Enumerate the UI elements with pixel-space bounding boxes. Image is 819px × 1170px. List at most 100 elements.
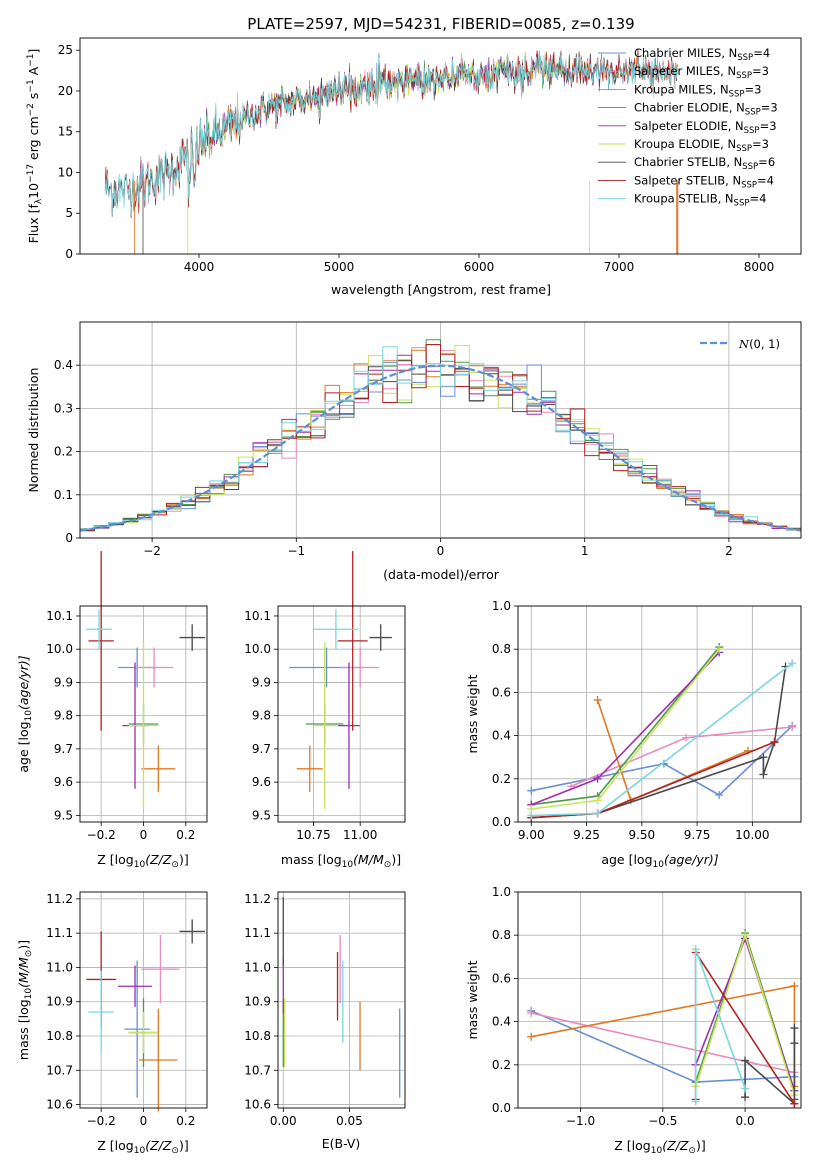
legend-entry-salpeter-miles: Salpeter MILES, NSSP=3 (634, 64, 769, 81)
residuals-legend-label: N(0, 1) (738, 337, 780, 351)
weight-z-xtick-label: −1.0 (566, 1114, 595, 1128)
weight-age-line-chabrier-stelib (527, 662, 790, 822)
weight-z-line-kroupa-stelib (691, 945, 750, 1106)
weight-z-path (531, 1012, 795, 1074)
age-mass-point-salpeter-stelib (337, 551, 368, 731)
spectrum-ytick-label: 20 (58, 84, 73, 98)
spectrum-xtick-label: 8000 (744, 260, 775, 274)
mass-z-frame (79, 891, 208, 1109)
residuals-xlabel: (data-model)/error (383, 567, 500, 582)
weight-z-marker (691, 1097, 700, 1106)
mass-ebv-ytick-label: 10.9 (244, 995, 271, 1009)
mass-ebv-ytick-label: 10.7 (244, 1063, 271, 1077)
mass-z-point-kroupa-miles (139, 1008, 178, 1112)
residuals-xtick-label: 1 (581, 544, 589, 558)
mass-z-ytick-label: 11.2 (46, 892, 73, 906)
weight-age-ytick-label: 0.4 (492, 729, 511, 743)
mass-ebv-ytick-label: 11.2 (244, 892, 271, 906)
mass-z-point-salpeter-elodie (118, 965, 152, 1007)
spectrum-xtick-label: 7000 (604, 260, 635, 274)
weight-age-xtick-label: 9.00 (518, 828, 545, 842)
weight-age-frame (517, 605, 802, 823)
age-z-point-kroupa-miles (141, 745, 176, 793)
mass-z-point-chabrier-stelib (179, 919, 205, 944)
age-z-ytick-label: 9.9 (54, 675, 73, 689)
age-z-ytick-label: 9.5 (54, 808, 73, 822)
residuals-ylabel: Normed distribution (26, 368, 41, 493)
age-mass-ytick-label: 9.6 (252, 775, 271, 789)
legend-entry-kroupa-stelib: Kroupa STELIB, NSSP=4 (634, 192, 766, 209)
legend-entry-name: Salpeter MILES (634, 64, 720, 78)
weight-age-marker (715, 791, 724, 799)
spectrum-xtick-label: 6000 (464, 260, 495, 274)
weight-age-ytick-label: 0.2 (492, 772, 511, 786)
mass-z-xtick-label: −0.2 (87, 1114, 116, 1128)
weight-age-ytick-label: 1.0 (492, 599, 511, 613)
residuals-axes: −2 −1 0 1 2 0 0.1 0.2 0.3 0.4 (54, 322, 801, 558)
age-mass-ytick-label: 10.0 (244, 642, 271, 656)
weight-z-ytick-label: 0.6 (492, 971, 511, 985)
weight-age-marker (593, 774, 602, 783)
age-z-xtick-label: 0 (140, 828, 148, 842)
weight-age-xtick-label: 9.25 (573, 828, 600, 842)
spectrum-axes: 4000 5000 6000 7000 8000 0 5 10 15 20 25 (58, 43, 775, 274)
mass-ebv-xtick-label: 0.00 (270, 1114, 297, 1128)
weight-age-marker (527, 786, 536, 795)
age-z-point-chabrier-stelib (179, 624, 205, 651)
spectrum-ytick-label: 5 (65, 206, 73, 220)
age-mass-xlabel: mass [log10(M/M⊙)] (281, 852, 401, 870)
residuals-normal-curve (79, 364, 802, 532)
mass-z-axes: −0.2 0 0.2 10.6 10.7 10.8 10.9 11.0 11.1 11.2 (46, 892, 207, 1128)
residuals-ytick-label: 0.1 (54, 488, 73, 502)
weight-age-xtick-label: 9.75 (684, 828, 711, 842)
age-z-point-salpeter-stelib (88, 551, 114, 731)
legend-entry-name: Salpeter ELODIE (634, 119, 728, 133)
weight-age-ylabel: mass weight (465, 674, 480, 753)
age-mass-xtick-label: 11.00 (343, 828, 377, 842)
weight-z-ytick-label: 0.4 (492, 1015, 511, 1029)
age-z-ytick-label: 9.6 (54, 775, 73, 789)
legend-entry-chabrier-elodie: Chabrier ELODIE, NSSP=3 (634, 101, 778, 118)
legend-entry-name: Chabrier MILES (634, 46, 721, 60)
age-z-point-salpeter-miles (135, 647, 174, 688)
residuals-ytick-label: 0 (65, 531, 73, 545)
age-mass-ytick-label: 9.8 (252, 709, 271, 723)
age-z-ytick-label: 10.1 (46, 609, 73, 623)
age-z-ytick-label: 9.7 (54, 742, 73, 756)
residuals-ytick-label: 0.3 (54, 401, 73, 415)
weight-z-marker (790, 981, 799, 990)
weight-z-marker (741, 1056, 750, 1065)
mass-ebv-ytick-label: 10.6 (244, 1098, 271, 1112)
legend-entry-n: 4 (759, 192, 766, 206)
weight-age-marker (682, 733, 691, 742)
weight-z-frame (517, 891, 802, 1109)
mass-z-point-kroupa-stelib (88, 970, 114, 1054)
weight-z-marker (527, 1032, 536, 1041)
age-z-frame (79, 605, 208, 823)
legend-entry-chabrier-miles: Chabrier MILES, NSSP=4 (634, 46, 770, 63)
mass-z-ytick-label: 11.0 (46, 960, 73, 974)
weight-age-path (531, 666, 787, 819)
legend-entry-name: Chabrier STELIB (634, 155, 726, 169)
weight-z-marker (527, 1008, 536, 1017)
legend-entry-n: 3 (770, 101, 777, 115)
weight-z-path (694, 948, 746, 1102)
spectrum-xlabel: wavelength [Angstrom, rest frame] (331, 282, 551, 297)
legend-entry-n: 3 (754, 82, 761, 96)
age-z-point-kroupa-stelib (86, 609, 112, 650)
weight-age-marker (715, 645, 724, 654)
residuals-ytick-label: 0.4 (54, 358, 73, 372)
legend-entry-n: 4 (763, 46, 770, 60)
age-z-ylabel: age [log10(age/yr)] (16, 655, 34, 772)
legend-entry-kroupa-elodie: Kroupa ELODIE, NSSP=3 (634, 137, 769, 154)
mass-z-ytick-label: 10.6 (46, 1098, 73, 1112)
weight-z-ytick-label: 1.0 (492, 885, 511, 899)
legend-entry-salpeter-stelib: Salpeter STELIB, NSSP=4 (634, 173, 774, 190)
age-z-axes: −0.2 0 0.2 9.5 9.6 9.7 9.8 9.9 10.0 10.1 (46, 606, 207, 842)
weight-age-series (527, 643, 797, 822)
age-mass-axes: 10.75 11.00 9.5 9.6 9.7 9.8 9.9 10.0 10.1 (244, 606, 405, 842)
age-z-ytick-label: 10.0 (46, 642, 73, 656)
weight-age-xtick-label: 10.00 (735, 828, 769, 842)
